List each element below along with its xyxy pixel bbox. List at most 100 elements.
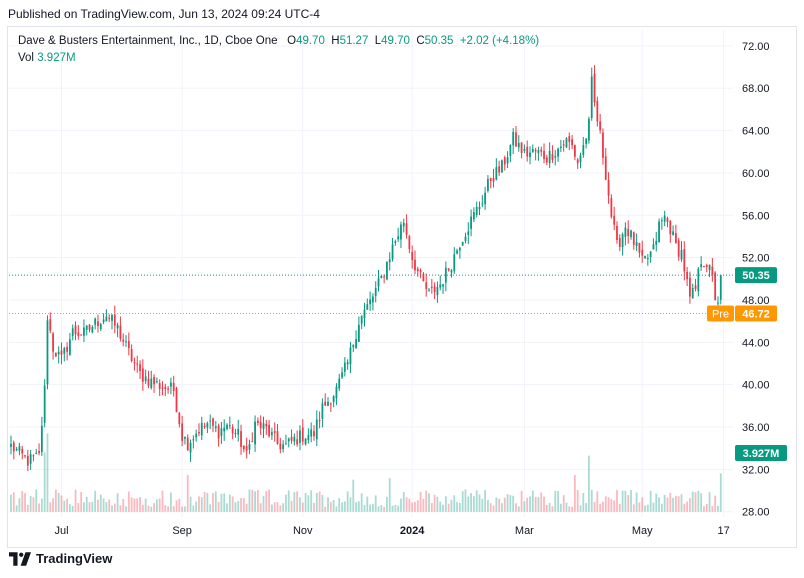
volume-bar (153, 503, 155, 512)
candle-body (200, 422, 203, 436)
volume-bar (694, 492, 697, 512)
candle-body (240, 431, 242, 447)
candle-body (29, 454, 32, 464)
candle-body (357, 324, 360, 342)
volume-bar (562, 495, 565, 512)
candle-body (506, 157, 509, 164)
volume-bar (318, 491, 321, 512)
volume-bar (402, 492, 405, 512)
volume-bar (388, 478, 391, 512)
volume-bar (585, 502, 588, 512)
volume-bar (711, 506, 714, 512)
candle-body (613, 215, 616, 225)
volume-bar (265, 491, 268, 512)
volume-bar (256, 489, 259, 512)
candle-body (414, 259, 416, 271)
open-value: 49.70 (296, 35, 325, 47)
volume-bar (144, 498, 147, 512)
candle-body (206, 423, 209, 428)
candle-body (377, 278, 380, 287)
candle-body (265, 423, 268, 427)
volume-bar (57, 492, 60, 512)
candle-body (660, 220, 663, 222)
volume-bar (127, 491, 130, 512)
candle-body (217, 425, 220, 439)
volume-bar (456, 502, 458, 512)
high-label: H (331, 35, 340, 47)
candle-body (150, 378, 153, 388)
volume-bar (338, 498, 341, 512)
candle-body (237, 428, 240, 435)
candle-body (184, 436, 186, 439)
volume-bar (170, 492, 172, 512)
volume-bar (293, 492, 296, 512)
candle-body (534, 149, 537, 152)
volume-bar (411, 502, 414, 512)
y-tick-label: 36.00 (742, 422, 770, 434)
volume-bar (369, 504, 371, 512)
candle-body (49, 319, 52, 331)
candle-body (400, 224, 402, 240)
volume-bar (545, 504, 548, 512)
volume-bar (453, 495, 456, 512)
candle-body (408, 236, 411, 250)
candle-body (352, 345, 355, 348)
y-tick-label: 28.00 (742, 507, 770, 519)
candle-body (223, 427, 226, 432)
candle-body (545, 157, 548, 163)
candle-body (335, 386, 338, 399)
volume-bar (604, 496, 607, 512)
candle-body (234, 433, 237, 435)
candle-body (57, 351, 60, 355)
candle-body (638, 242, 641, 253)
candle-body (262, 423, 265, 429)
candle-body (515, 132, 517, 147)
volume-bar (689, 498, 691, 512)
volume-bar (161, 490, 164, 512)
premarket-badge (707, 305, 734, 322)
volume-bar (602, 501, 604, 512)
candle-body (562, 144, 565, 146)
candle-body (666, 218, 669, 222)
candle-body (610, 198, 613, 217)
candle-body (12, 442, 15, 452)
candle-body (391, 244, 394, 260)
volume-bar (400, 498, 402, 512)
candle-body (683, 249, 686, 272)
footer-brand[interactable]: TradingView (9, 551, 112, 566)
volume-bar (478, 494, 481, 512)
volume-bar (192, 505, 195, 512)
candle-body (691, 287, 694, 299)
candle-body (487, 178, 489, 191)
candle-body (35, 452, 38, 454)
volume-bar (484, 489, 487, 512)
volume-bar (113, 503, 116, 512)
candle-body (130, 349, 133, 362)
volume-bar (624, 490, 627, 512)
candle-body (26, 455, 29, 466)
candle-body (588, 118, 590, 141)
candle-body (203, 425, 206, 427)
volume-bar (209, 504, 212, 512)
volume-bar (122, 498, 125, 512)
candle-body (433, 286, 436, 293)
volume-bar (102, 498, 105, 512)
volume-bar (40, 498, 43, 512)
volume-bar (259, 503, 262, 512)
volume-bar (366, 496, 369, 512)
volume-bar (523, 501, 526, 512)
volume-bar (282, 503, 285, 512)
volume-bar (649, 490, 652, 512)
volume-bar (714, 495, 717, 512)
candle-body (520, 142, 523, 154)
candle-body (119, 325, 122, 339)
candle-body (158, 383, 161, 390)
volume-bar (214, 491, 217, 512)
volume-bar (540, 492, 543, 512)
volume-bar (717, 505, 719, 512)
candle-body (652, 244, 655, 250)
candle-body (212, 418, 214, 426)
volume-bar (26, 504, 29, 512)
x-tick-label: Mar (515, 525, 534, 537)
